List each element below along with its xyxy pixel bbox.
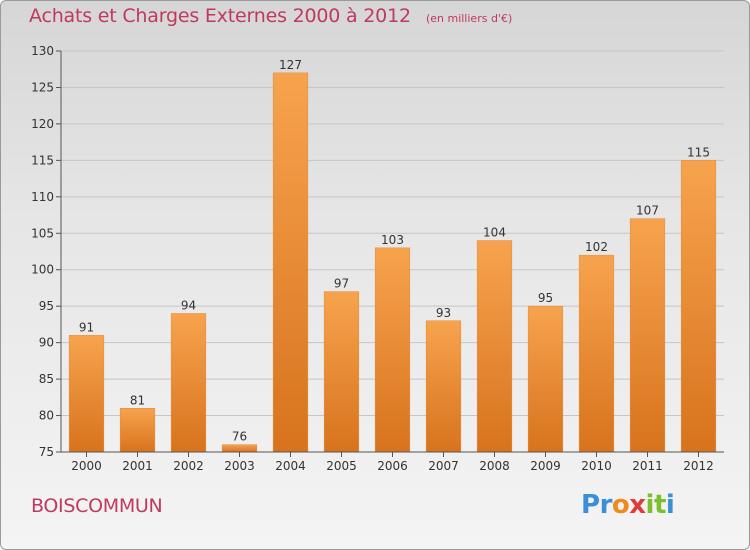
x-tick-label-2007: 2007	[428, 459, 459, 473]
x-tick-label-2006: 2006	[377, 459, 408, 473]
logo-letter: P	[581, 490, 600, 520]
y-tick-label: 80	[39, 409, 54, 423]
x-tick-label-2000: 2000	[71, 459, 102, 473]
y-tick-label: 120	[31, 117, 54, 131]
chart-title: Achats et Charges Externes 2000 à 2012	[29, 5, 411, 27]
bar-2000	[68, 335, 105, 453]
logo-letter: i	[665, 490, 675, 520]
x-tick-label-2003: 2003	[224, 459, 255, 473]
proxiti-logo: Proxiti	[581, 490, 675, 520]
logo-letter: o	[611, 490, 630, 520]
y-tick-label: 130	[31, 44, 54, 58]
data-label-2010: 102	[585, 240, 608, 254]
logo-letter: x	[629, 490, 646, 520]
bar-2003	[221, 444, 258, 453]
bar-2007	[425, 320, 462, 453]
bar-2009	[527, 305, 564, 453]
data-label-2012: 115	[687, 145, 710, 159]
x-tick-label-2002: 2002	[173, 459, 204, 473]
logo-letter: r	[599, 490, 613, 520]
y-tick-label: 100	[31, 263, 54, 277]
x-tick-label-2011: 2011	[632, 459, 663, 473]
data-label-2001: 81	[130, 393, 145, 407]
x-tick-label-2005: 2005	[326, 459, 357, 473]
y-tick-label: 115	[31, 153, 54, 167]
bar-2002	[170, 313, 207, 453]
logo-letter: i	[645, 490, 655, 520]
data-label-2004: 127	[279, 58, 302, 72]
bar-2001	[119, 408, 156, 453]
y-tick-label: 105	[31, 226, 54, 240]
data-label-2000: 91	[79, 320, 94, 334]
data-label-2009: 95	[538, 291, 553, 305]
data-label-2005: 97	[334, 277, 349, 291]
chart-unit: (en milliers d'€)	[425, 12, 513, 25]
bar-2010	[578, 254, 615, 453]
x-tick-label-2004: 2004	[275, 459, 306, 473]
bar-2005	[323, 291, 360, 453]
data-label-2008: 104	[483, 226, 506, 240]
data-label-2003: 76	[232, 430, 247, 444]
data-label-2006: 103	[381, 233, 404, 247]
x-tick-label-2008: 2008	[479, 459, 510, 473]
title-row: Achats et Charges Externes 2000 à 2012 (…	[29, 5, 512, 27]
y-tick-label: 75	[39, 445, 54, 459]
bar-2008	[476, 240, 513, 453]
bar-2006	[374, 247, 411, 453]
logo-letter: t	[653, 490, 666, 520]
bar-2004	[272, 72, 309, 453]
y-tick-label: 125	[31, 80, 54, 94]
data-label-2011: 107	[636, 204, 659, 218]
x-tick-label-2001: 2001	[122, 459, 153, 473]
commune-name: BOISCOMMUN	[31, 495, 163, 517]
bar-2012	[680, 160, 717, 453]
y-tick-label: 95	[39, 299, 54, 313]
y-tick-label: 90	[39, 336, 54, 350]
x-tick-label-2012: 2012	[683, 459, 714, 473]
y-tick-label: 110	[31, 190, 54, 204]
x-tick-label-2010: 2010	[581, 459, 612, 473]
x-tick-label-2009: 2009	[530, 459, 561, 473]
data-label-2002: 94	[181, 298, 196, 312]
bar-2011	[629, 218, 666, 453]
y-tick-label: 85	[39, 372, 54, 386]
data-label-2007: 93	[436, 306, 451, 320]
